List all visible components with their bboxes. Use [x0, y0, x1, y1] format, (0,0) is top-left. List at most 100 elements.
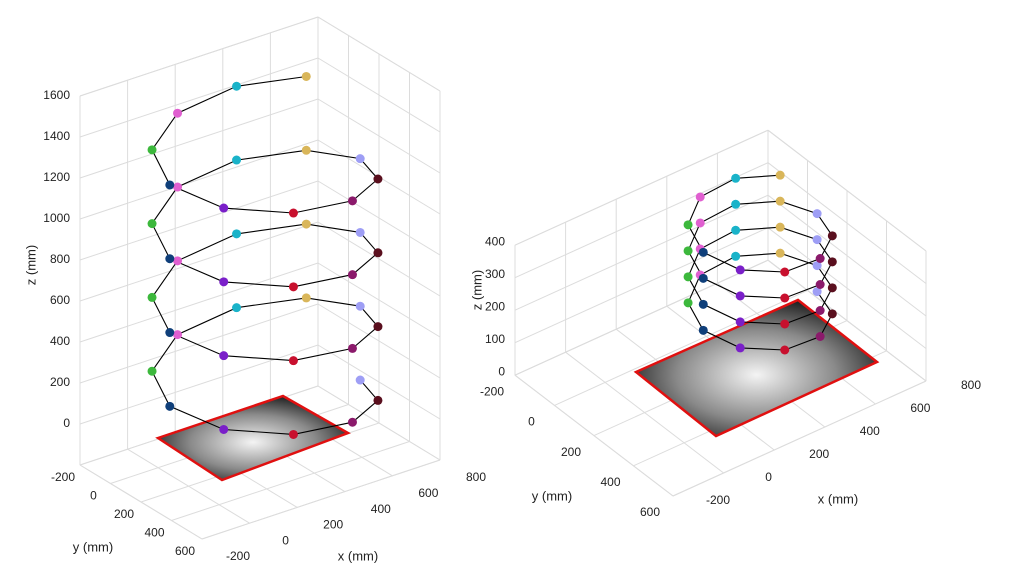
grid-line [79, 57, 319, 138]
point [147, 292, 157, 302]
point [683, 246, 693, 256]
point [373, 174, 383, 184]
point [147, 145, 157, 155]
y-tick-label: -200 [480, 384, 504, 398]
point [827, 283, 837, 293]
x-tick-label: -200 [706, 493, 730, 507]
tray [633, 298, 880, 438]
z-tick-label: 200 [485, 299, 505, 313]
point [815, 254, 825, 264]
data-layer [147, 71, 837, 439]
grid-line [514, 259, 769, 376]
x-tick-label: 600 [418, 486, 438, 500]
point [731, 225, 741, 235]
x-axis-label: x (mm) [818, 491, 858, 506]
point [827, 257, 837, 267]
point [232, 81, 242, 91]
point [347, 417, 357, 427]
x-tick-label: 0 [765, 470, 772, 484]
point [288, 429, 298, 439]
y-axis-label: y (mm) [73, 539, 113, 554]
y-tick-label: 400 [600, 475, 620, 489]
point [780, 345, 790, 355]
point [735, 291, 745, 301]
tray [155, 394, 351, 482]
grid-line [514, 162, 769, 279]
point [373, 395, 383, 405]
trajectory-line [687, 174, 833, 351]
point [812, 287, 822, 297]
grid-line [79, 221, 319, 302]
point [301, 145, 311, 155]
point [288, 356, 298, 366]
y-tick-label: 200 [114, 507, 134, 521]
point [812, 261, 822, 271]
y-tick-label: 200 [561, 445, 581, 459]
grid-line [317, 57, 441, 133]
grid-line [79, 98, 319, 179]
grid-line [317, 16, 441, 92]
y-tick-label: 600 [640, 505, 660, 519]
grid-line [672, 380, 927, 497]
x-tick-label: 400 [371, 502, 391, 516]
z-axis-label: z (mm) [469, 270, 484, 310]
x-tick-label: 600 [910, 401, 930, 415]
grid-line [317, 180, 441, 256]
z-tick-label: 600 [50, 293, 70, 307]
grid-line [767, 162, 927, 284]
point [683, 272, 693, 282]
point [780, 293, 790, 303]
y-tick-label: 400 [144, 526, 164, 540]
point [780, 267, 790, 277]
grid-line [79, 16, 319, 97]
z-tick-label: 0 [63, 416, 70, 430]
point [232, 229, 242, 239]
point [355, 375, 365, 385]
point [219, 203, 229, 213]
z-tick-label: 800 [50, 252, 70, 266]
grid-line [317, 98, 441, 174]
point [827, 231, 837, 241]
grid-line [317, 303, 441, 379]
point [355, 154, 365, 164]
grid-line [79, 262, 319, 343]
point [173, 256, 183, 266]
point [812, 209, 822, 219]
x-tick-label: 400 [860, 424, 880, 438]
point [232, 155, 242, 165]
x-tick-label: 0 [282, 533, 289, 547]
grid-line [171, 441, 410, 521]
x-tick-label: 200 [323, 518, 343, 532]
point [731, 251, 741, 261]
grid-line [554, 289, 808, 406]
trajectory-line [151, 75, 379, 435]
grid-line [767, 194, 927, 317]
point [780, 319, 790, 329]
point [165, 401, 175, 411]
z-tick-label: 400 [50, 334, 70, 348]
z-axis-label: z (mm) [23, 245, 38, 285]
grid-line [317, 262, 441, 338]
point [775, 170, 785, 180]
point [731, 199, 741, 209]
point [301, 293, 311, 303]
point [355, 227, 365, 237]
point [147, 366, 157, 376]
point [173, 108, 183, 118]
point [695, 218, 705, 228]
point [698, 247, 708, 257]
grid-line [767, 259, 927, 382]
point [347, 270, 357, 280]
point [165, 254, 175, 264]
point [165, 328, 175, 338]
grid-line [79, 344, 319, 425]
z-tick-label: 300 [485, 267, 505, 281]
point [301, 219, 311, 229]
point [827, 309, 837, 319]
tray-layer [155, 298, 880, 482]
point [735, 317, 745, 327]
y-axis-label: y (mm) [532, 488, 572, 503]
point [698, 325, 708, 335]
point [775, 196, 785, 206]
